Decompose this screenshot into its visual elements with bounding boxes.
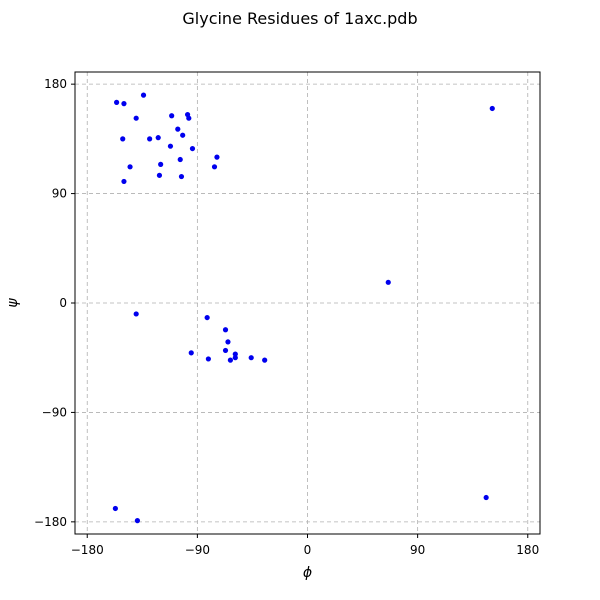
data-point (248, 355, 254, 361)
data-point (158, 161, 164, 167)
data-point (177, 156, 183, 163)
x-axis-ticks: −180 −90 0 90 180 (71, 534, 539, 557)
data-point (112, 505, 118, 512)
x-tick-label: −90 (185, 543, 210, 557)
data-point (127, 164, 133, 170)
data-point (180, 132, 186, 138)
data-point (133, 115, 139, 121)
data-point (188, 350, 194, 356)
y-tick-label: 90 (52, 187, 67, 201)
data-point (140, 92, 147, 98)
x-tick-label: −180 (71, 543, 104, 557)
y-axis-label: ψ (5, 298, 21, 308)
data-point (175, 126, 181, 132)
data-point (186, 115, 192, 121)
x-tick-label: 180 (516, 543, 539, 557)
data-point (222, 327, 229, 333)
x-axis-label: ϕ (303, 565, 312, 581)
data-point (225, 339, 231, 345)
data-point (120, 136, 126, 142)
data-point (385, 279, 391, 285)
data-point (232, 355, 238, 361)
data-point (155, 135, 161, 141)
data-point (227, 357, 234, 363)
data-point (178, 173, 185, 180)
data-point (483, 494, 489, 501)
data-point (205, 356, 211, 362)
data-point (114, 99, 120, 105)
data-point (133, 311, 139, 317)
data-point (147, 136, 153, 142)
data-point (121, 101, 127, 107)
y-tick-label: 180 (44, 77, 67, 91)
data-point (167, 143, 174, 149)
x-tick-label: 90 (410, 543, 425, 557)
x-tick-label: 0 (304, 543, 312, 557)
data-points (112, 92, 495, 524)
data-point (169, 113, 175, 119)
y-tick-label: 0 (59, 296, 67, 310)
data-point (211, 164, 218, 170)
data-point (156, 172, 163, 178)
data-point (189, 145, 196, 152)
data-point (204, 314, 210, 321)
y-tick-label: −180 (34, 515, 67, 529)
grid (75, 72, 540, 534)
y-axis-ticks: −180 −90 0 90 180 (34, 77, 75, 529)
data-point (134, 518, 141, 524)
data-point (222, 347, 229, 354)
chart-title: Glycine Residues of 1axc.pdb (182, 9, 417, 28)
data-point (214, 154, 220, 160)
y-tick-label: −90 (42, 405, 67, 419)
data-point (232, 351, 238, 357)
data-point (262, 357, 268, 363)
data-point (489, 105, 495, 112)
data-point (121, 178, 127, 185)
